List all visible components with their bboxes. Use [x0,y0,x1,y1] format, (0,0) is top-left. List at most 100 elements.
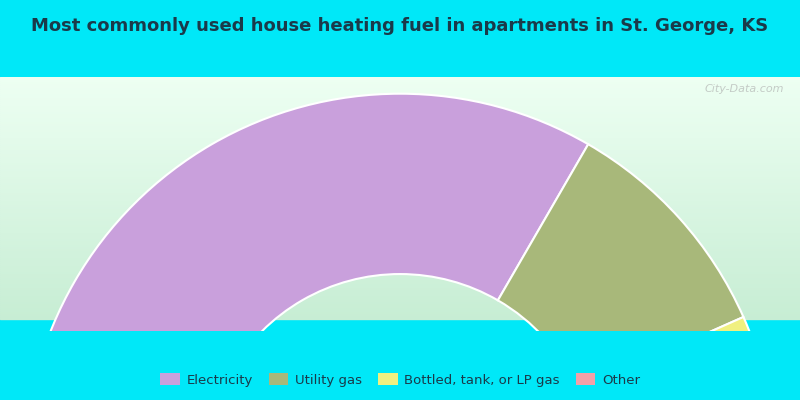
Bar [0,172,800,174]
Bar [0,162,800,164]
Bar [0,190,800,192]
Bar [0,131,800,133]
Legend: Electricity, Utility gas, Bottled, tank, or LP gas, Other: Electricity, Utility gas, Bottled, tank,… [154,368,646,392]
Bar [0,311,800,313]
Bar [0,184,800,186]
Bar [0,297,800,299]
Bar [0,206,800,208]
Bar [0,166,800,168]
Bar [0,97,800,99]
Bar [0,170,800,172]
Bar [0,93,800,95]
Bar [0,119,800,121]
Bar [0,174,800,176]
Bar [0,220,800,222]
Bar [0,139,800,141]
Bar [0,77,800,79]
Bar [0,258,800,260]
Bar [0,289,800,291]
Bar [0,135,800,137]
Bar [0,260,800,262]
Bar [0,295,800,297]
Wedge shape [24,94,588,400]
Bar [0,252,800,254]
Bar [0,277,800,279]
Bar [0,200,800,202]
Bar [0,194,800,196]
Bar [0,271,800,273]
Bar [0,273,800,275]
Bar [0,262,800,265]
Bar [0,176,800,178]
Bar [0,196,800,198]
Bar [0,226,800,228]
Bar [0,309,800,311]
Bar [0,79,800,81]
Bar [0,192,800,194]
Bar [0,265,800,267]
Bar [0,91,800,93]
Bar [0,224,800,226]
Bar [0,121,800,123]
Bar [0,204,800,206]
Bar [0,279,800,281]
Bar [0,113,800,115]
Bar [0,313,800,315]
Bar [0,156,800,158]
Bar [0,107,800,109]
Bar [0,125,800,127]
Bar [0,133,800,135]
Bar [0,214,800,216]
Bar [0,212,800,214]
Bar [0,285,800,287]
Wedge shape [578,317,771,400]
Bar [0,238,800,240]
Bar [0,129,800,131]
Bar [0,115,800,117]
Bar [0,210,800,212]
Bar [0,180,800,182]
Bar [0,281,800,283]
Bar [0,117,800,119]
Bar [0,178,800,180]
Bar [0,240,800,242]
Bar [0,105,800,107]
Bar [0,87,800,89]
Bar [0,216,800,218]
Bar [0,143,800,146]
Bar [0,127,800,129]
Wedge shape [498,144,743,390]
Bar [0,101,800,103]
Bar [0,299,800,301]
Bar [0,111,800,113]
Bar [0,301,800,303]
Bar [0,188,800,190]
Bar [0,186,800,188]
Bar [0,85,800,87]
Bar [0,256,800,258]
Bar [0,234,800,236]
Bar [0,123,800,125]
Bar [0,246,800,248]
Bar [0,267,800,269]
Bar [0,154,800,156]
Bar [0,160,800,162]
Bar [0,152,800,154]
Bar [0,168,800,170]
Bar [0,202,800,204]
Bar [0,208,800,210]
Bar [0,305,800,307]
Bar [0,242,800,244]
Bar [0,250,800,252]
Bar [0,228,800,230]
Bar [0,109,800,111]
Bar [0,164,800,166]
Bar [0,269,800,271]
Bar [0,236,800,238]
Bar [0,293,800,295]
Bar [0,218,800,220]
Bar [0,99,800,101]
Bar [0,95,800,97]
Bar [0,275,800,277]
Bar [0,291,800,293]
